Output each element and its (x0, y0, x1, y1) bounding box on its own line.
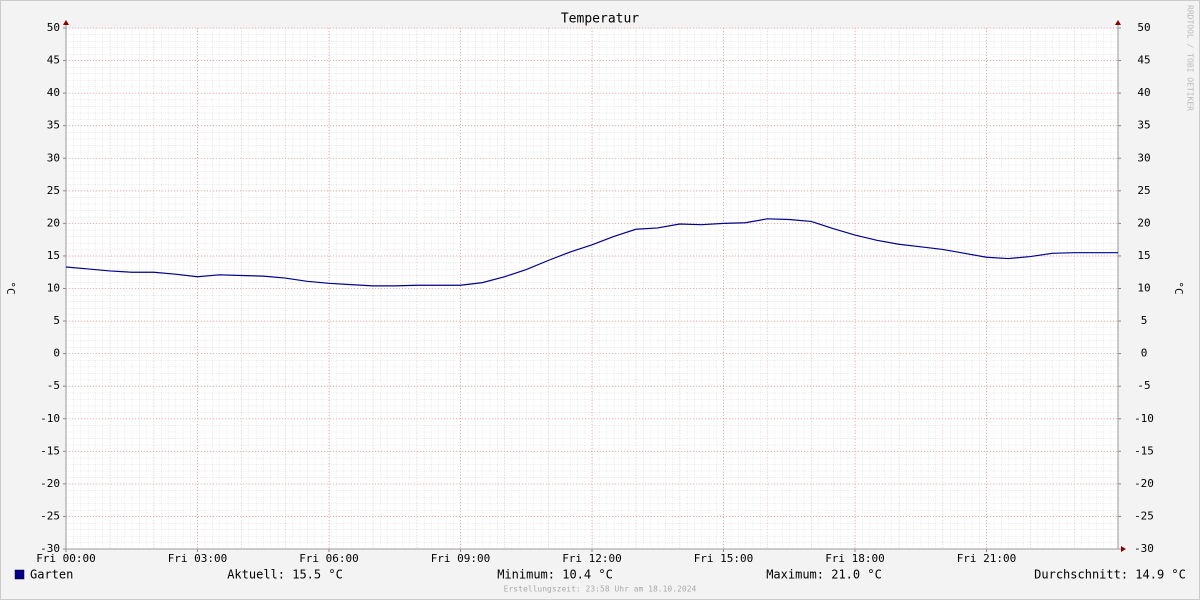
legend-swatch (14, 569, 25, 580)
y-tick-label: 25 (47, 184, 60, 197)
legend-label: Garten (30, 568, 73, 582)
y-tick-label: 35 (47, 119, 60, 132)
y-tick-label: 5 (53, 314, 60, 327)
y2-tick-label: 30 (1137, 151, 1150, 164)
y-tick-label: 15 (47, 249, 60, 262)
footer: Erstellungszeit: 23:58 Uhr am 18.10.2024 (504, 585, 697, 594)
y-tick-label: -25 (40, 509, 60, 522)
y-tick-label: -20 (40, 477, 60, 490)
arrow (63, 20, 69, 25)
stat: Maximum: 21.0 °C (766, 568, 882, 582)
chart-title: Temperatur (561, 12, 639, 27)
y2-tick-label: 40 (1137, 86, 1150, 99)
y2-tick-label: -30 (1134, 542, 1154, 555)
y2-tick-label: 0 (1141, 347, 1148, 360)
x-tick-label: Fri 15:00 (694, 552, 754, 565)
x-tick-label: Fri 21:00 (957, 552, 1017, 565)
y-tick-label: 45 (47, 54, 60, 67)
y2-tick-label: 20 (1137, 216, 1150, 229)
y-tick-label: 10 (47, 282, 60, 295)
y-tick-label: 40 (47, 86, 60, 99)
y2-tick-label: -20 (1134, 477, 1154, 490)
y-axis-label: °C (4, 281, 17, 294)
y2-tick-label: 45 (1137, 54, 1150, 67)
y2-tick-label: 35 (1137, 119, 1150, 132)
stat: Minimum: 10.4 °C (497, 568, 613, 582)
y-tick-label: 20 (47, 216, 60, 229)
x-tick-label: Fri 06:00 (299, 552, 359, 565)
arrow (1115, 20, 1121, 25)
y-tick-label: -5 (47, 379, 60, 392)
y-tick-label: 50 (47, 21, 60, 34)
line (65, 218, 1118, 287)
y2-tick-label: -15 (1134, 444, 1154, 457)
y-tick-label: -10 (40, 412, 60, 425)
y2-axis-label: °C (1172, 281, 1185, 294)
y-tick-label: -30 (40, 542, 60, 555)
y2-tick-label: 10 (1137, 282, 1150, 295)
y2-tick-label: 50 (1137, 21, 1150, 34)
y2-tick-label: -10 (1134, 412, 1154, 425)
x-tick-label: Fri 09:00 (431, 552, 491, 565)
x-tick-label: Fri 03:00 (168, 552, 228, 565)
watermark: RRDTOOL / TOBI OETIKER (1186, 5, 1195, 111)
y2-tick-label: 5 (1141, 314, 1148, 327)
x-tick-label: Fri 18:00 (825, 552, 885, 565)
y2-tick-label: 25 (1137, 184, 1150, 197)
arrow (1121, 546, 1126, 552)
y2-tick-label: -25 (1134, 509, 1154, 522)
y-tick-label: 0 (53, 347, 60, 360)
x-tick-label: Fri 00:00 (36, 552, 96, 565)
y-tick-label: 30 (47, 151, 60, 164)
x-tick-label: Fri 12:00 (562, 552, 622, 565)
stat: Aktuell: 15.5 °C (227, 568, 343, 582)
y2-tick-label: -5 (1137, 379, 1150, 392)
stat: Durchschnitt: 14.9 °C (1034, 568, 1186, 582)
y2-tick-label: 15 (1137, 249, 1150, 262)
y-tick-label: -15 (40, 444, 60, 457)
